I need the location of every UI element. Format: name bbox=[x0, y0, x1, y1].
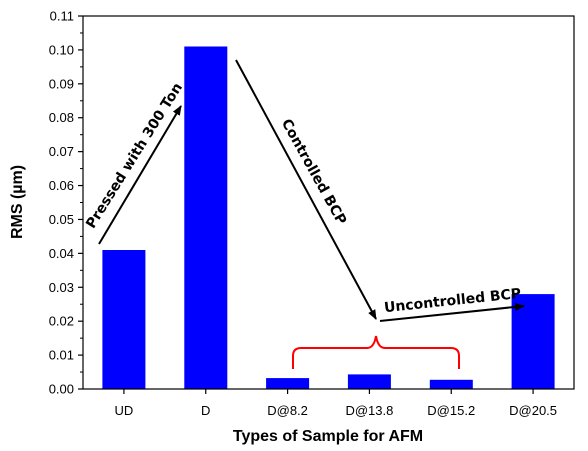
x-axis-title: Types of Sample for AFM bbox=[233, 428, 423, 445]
controlled-arrow bbox=[235, 59, 377, 320]
y-tick-label: 0.03 bbox=[49, 280, 74, 295]
y-tick-label: 0.00 bbox=[49, 382, 74, 397]
y-tick-label: 0.07 bbox=[49, 144, 74, 159]
bars-group bbox=[102, 46, 555, 389]
bar-ud bbox=[102, 250, 146, 389]
bar-d-13-8 bbox=[347, 374, 391, 389]
uncontrolled-arrow bbox=[379, 302, 525, 322]
x-tick-label: D@13.8 bbox=[345, 403, 393, 418]
bar-d-20-5 bbox=[511, 294, 555, 389]
y-tick-label: 0.02 bbox=[49, 314, 74, 329]
pressed-arrow bbox=[98, 105, 182, 245]
y-tick-label: 0.05 bbox=[49, 212, 74, 227]
y-tick-label: 0.11 bbox=[50, 9, 74, 24]
x-tick-label: D@8.2 bbox=[267, 403, 308, 418]
y-tick-label: 0.09 bbox=[49, 76, 74, 91]
controlled-annotation: Controlled BCP bbox=[278, 116, 349, 227]
y-tick-label: 0.04 bbox=[49, 246, 74, 261]
bar-d-15-2 bbox=[429, 379, 473, 389]
uncontrolled-annotation: Uncontrolled BCP bbox=[383, 286, 522, 316]
bar-d bbox=[184, 46, 228, 389]
y-tick-label: 0.08 bbox=[49, 110, 74, 125]
y-tick-label: 0.10 bbox=[49, 42, 74, 57]
x-tick-label: D@15.2 bbox=[427, 403, 475, 418]
pressed-annotation: Pressed with 300 Ton bbox=[83, 80, 186, 231]
x-ticks-group: UD D D@8.2 D@13.8 D@15.2 D@20.5 bbox=[115, 389, 557, 418]
bar-d-8-2 bbox=[266, 378, 310, 389]
y-tick-label: 0.06 bbox=[49, 178, 74, 193]
y-axis-title: RMS (µm) bbox=[9, 165, 26, 239]
plot-frame bbox=[82, 15, 575, 390]
x-tick-label: D bbox=[201, 403, 210, 418]
controlled-group-brace bbox=[292, 335, 460, 369]
y-ticks-group: 0.00 0.01 0.02 0.03 0.04 0.05 0.06 0.07 0.08 0.09… bbox=[49, 9, 83, 397]
x-tick-label: D@20.5 bbox=[509, 403, 557, 418]
x-tick-label: UD bbox=[115, 403, 134, 418]
y-tick-label: 0.01 bbox=[49, 348, 74, 363]
